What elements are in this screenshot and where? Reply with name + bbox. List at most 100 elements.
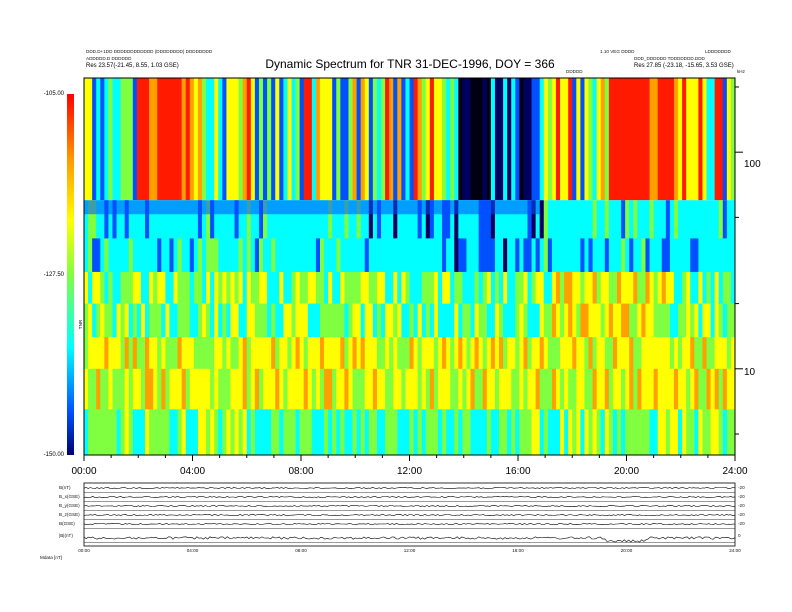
spectrum-lower-cell [547,238,553,273]
mag-trace [83,522,736,526]
spectrum-lower-cell [303,368,309,410]
spectrum-lower-cell [299,238,305,273]
spectrum-lower-cell [470,200,476,239]
spectrum-lower-cell [507,303,512,338]
spectrum-lower-cell [694,271,699,305]
spectrum-upper-column [275,78,280,201]
spectrum-lower-cell [336,409,341,455]
spectrum-lower-cell [161,337,166,370]
spectrum-lower-cell [539,303,545,338]
spectrum-lower-cell [641,200,647,239]
spectrum-lower-cell [393,271,398,305]
spectrum-lower-cell [413,200,419,239]
spectrum-lower-cell [299,337,305,370]
spectrum-lower-cell [393,200,398,239]
spectrum-lower-cell [120,200,126,239]
spectrum-lower-cell [88,409,93,455]
spectrum-lower-cell [197,271,203,305]
spectrum-lower-cell [193,271,199,305]
spectrum-lower-cell [324,200,329,239]
spectrum-lower-cell [661,271,667,305]
spectrum-lower-cell [88,337,93,370]
spectrum-upper-column [389,78,394,201]
x-tick-label-1200: 12:00 [396,466,423,477]
spectrum-lower-cell [372,368,378,410]
spectrum-lower-cell [726,409,732,455]
spectrum-lower-cell [494,271,500,305]
spectrum-lower-cell [376,409,382,455]
spectrum-lower-cell [132,337,138,370]
spectrum-lower-cell [315,200,321,239]
spectrum-lower-cell [649,271,655,305]
spectrum-lower-cell [324,337,329,370]
spectrum-lower-cell [352,271,358,305]
spectrum-lower-cell [446,337,451,370]
spectrum-upper-column [617,78,622,201]
spectrum-lower-cell [596,238,602,273]
spectrum-lower-cell [397,238,402,273]
spectrum-upper-column [450,78,455,201]
spectrum-lower-cell [246,337,252,370]
spectrum-lower-cell [360,200,366,239]
spectrum-lower-cell [523,337,529,370]
spectrum-upper-column [344,78,350,201]
spectrum-upper-column [336,78,341,201]
spectrum-lower-cell [165,238,171,273]
spectrum-lower-cell [279,368,284,410]
spectrum-lower-cell [669,200,675,239]
spectrum-lower-cell [629,409,634,455]
spectrum-lower-cell [140,238,146,273]
colorbar-tick-mid: -127.50 [43,272,64,278]
spectrum-lower-cell [173,238,179,273]
spectrum-lower-cell [181,368,187,410]
spectrum-lower-cell [185,271,191,305]
spectrum-lower-cell [678,238,683,273]
spectrum-lower-cell [673,303,679,338]
spectrum-lower-cell [177,303,183,338]
spectrum-lower-cell [584,303,590,338]
spectrum-lower-cell [136,303,142,338]
spectrum-lower-cell [657,303,663,338]
spectrum-lower-cell [299,409,305,455]
spectrum-lower-cell [267,303,272,338]
spectrum-lower-cell [486,200,492,239]
spectrum-lower-cell [450,409,455,455]
spectrum-lower-cell [145,271,150,305]
spectrum-lower-cell [665,271,671,305]
spectrum-lower-cell [372,409,378,455]
spectrum-lower-cell [409,409,415,455]
spectrum-lower-cell [458,368,463,410]
spectrum-lower-cell [173,409,179,455]
spectrum-lower-cell [116,238,122,273]
spectrum-lower-cell [397,200,402,239]
spectrum-lower-cell [523,271,529,305]
spectrum-lower-cell [515,238,520,273]
spectrum-lower-cell [612,200,618,239]
spectrum-lower-cell [201,200,207,239]
spectrum-lower-cell [275,409,280,455]
spectrum-lower-cell [397,271,402,305]
spectrum-upper-column [722,78,728,201]
spectrum-lower-cell [641,337,647,370]
spectrum-lower-cell [254,200,260,239]
spectrum-lower-cell [140,303,146,338]
spectrum-upper-column [181,78,187,201]
spectrum-lower-cell [222,303,228,338]
spectrum-lower-cell [702,238,708,273]
spectrum-lower-cell [295,238,301,273]
spectrum-lower-cell [535,238,541,273]
spectrum-lower-cell [108,238,114,273]
spectrum-lower-cell [193,337,199,370]
spectrum-lower-cell [385,271,390,305]
spectrum-upper-column [356,78,362,201]
spectrum-lower-cell [494,200,500,239]
spectrum-lower-cell [543,303,549,338]
spectrum-lower-cell [694,368,699,410]
spectrum-lower-cell [234,303,240,338]
spectrum-lower-cell [177,337,183,370]
spectrum-lower-cell [368,409,374,455]
spectrum-lower-cell [535,200,541,239]
spectrum-lower-cell [633,368,638,410]
spectrum-lower-cell [714,337,720,370]
spectrum-lower-cell [201,271,207,305]
